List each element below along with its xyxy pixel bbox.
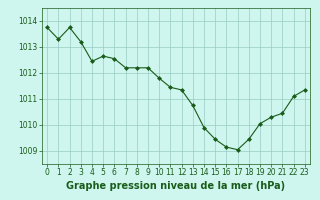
X-axis label: Graphe pression niveau de la mer (hPa): Graphe pression niveau de la mer (hPa)	[67, 181, 285, 191]
